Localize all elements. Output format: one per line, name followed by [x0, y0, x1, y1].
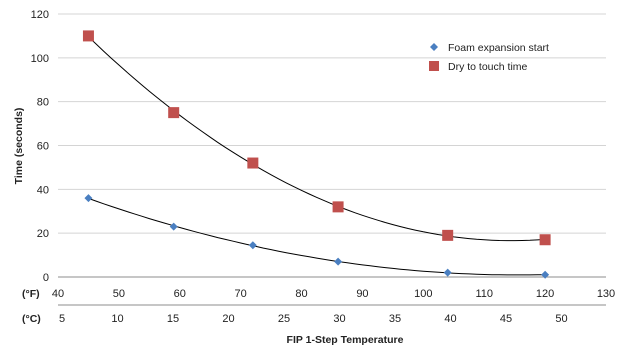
data-point-square	[168, 107, 180, 119]
celsius-unit-label: (°C)	[22, 313, 41, 325]
data-point-square	[82, 30, 94, 42]
trendlines	[88, 36, 546, 276]
data-point-diamond	[169, 222, 178, 231]
x-tick-label-c: 20	[222, 313, 234, 325]
x-tick-label-f: 120	[536, 288, 554, 300]
x-tick-label-f: 50	[113, 288, 125, 300]
y-tick-label: 0	[43, 272, 49, 284]
legend-marker-square	[429, 61, 439, 71]
y-axis-label: Time (seconds)	[13, 108, 25, 185]
y-tick-label: 80	[37, 97, 49, 109]
x-tick-label-f: 80	[295, 288, 307, 300]
data-point-square	[442, 229, 454, 241]
x-tick-label-f: 130	[597, 288, 615, 300]
data-point-square	[539, 234, 551, 246]
legend: Foam expansion start Dry to touch time	[429, 42, 549, 73]
x-axes: 40 50 60 70 80 90 100 110 120 130 (°F) 5 10 15 20 25 30 3…	[22, 288, 615, 325]
x-tick-label-c: 5	[59, 313, 65, 325]
data-point-diamond	[248, 241, 257, 250]
y-tick-label: 40	[37, 184, 49, 196]
fahrenheit-unit-label: (°F)	[22, 288, 40, 300]
trendline	[88, 36, 546, 242]
trendline	[88, 197, 546, 276]
y-tick-label: 20	[37, 228, 49, 240]
x-tick-label-c: 25	[278, 313, 290, 325]
gridlines	[58, 13, 606, 278]
data-point-square	[247, 157, 259, 169]
y-tick-label: 60	[37, 141, 49, 153]
x-tick-label-f: 90	[356, 288, 368, 300]
y-tick-label: 120	[31, 9, 49, 21]
data-point-diamond	[334, 257, 343, 266]
y-tick-label: 100	[31, 53, 49, 65]
x-tick-label-c: 45	[500, 313, 512, 325]
data-point-diamond	[541, 270, 550, 279]
x-tick-label-f: 100	[414, 288, 432, 300]
x-tick-label-c: 35	[389, 313, 401, 325]
x-tick-label-f: 60	[174, 288, 186, 300]
legend-label: Foam expansion start	[448, 42, 549, 54]
x-tick-label-c: 50	[555, 313, 567, 325]
legend-label: Dry to touch time	[448, 61, 528, 73]
x-tick-label-c: 30	[333, 313, 345, 325]
x-tick-label-c: 10	[111, 313, 123, 325]
data-points	[82, 30, 551, 279]
x-tick-label-f: 70	[235, 288, 247, 300]
x-tick-label-c: 40	[444, 313, 456, 325]
x-tick-label-f: 110	[475, 288, 493, 300]
data-point-square	[332, 201, 344, 213]
legend-marker-diamond	[430, 43, 438, 51]
y-axis-ticks: 0 20 40 60 80 100 120	[31, 9, 49, 284]
x-tick-label-c: 15	[167, 313, 179, 325]
x-tick-label-f: 40	[52, 288, 64, 300]
data-point-diamond	[443, 268, 452, 277]
data-point-diamond	[84, 194, 93, 203]
x-axis-label: FIP 1-Step Temperature	[287, 334, 404, 346]
